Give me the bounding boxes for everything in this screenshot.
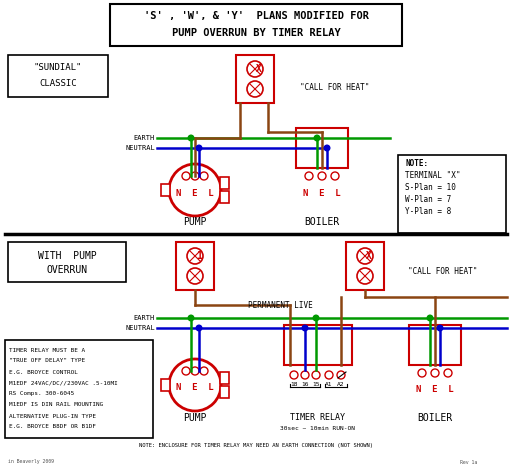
Circle shape [331,172,339,180]
Text: PERMANENT LIVE: PERMANENT LIVE [248,300,312,309]
Circle shape [188,135,194,141]
Text: 30sec ~ 10min RUN-ON: 30sec ~ 10min RUN-ON [281,426,355,432]
Text: NEUTRAL: NEUTRAL [125,325,155,331]
Circle shape [196,145,202,151]
Text: N  E  L: N E L [176,384,214,393]
Circle shape [444,369,452,377]
Circle shape [290,371,298,379]
Text: BOILER: BOILER [417,413,453,423]
Text: "CALL FOR HEAT": "CALL FOR HEAT" [408,268,477,277]
Bar [284,325,352,365]
Text: 1: 1 [196,251,202,261]
Text: X: X [366,251,372,261]
Bar [220,177,229,189]
Text: E.G. BROYCE B8DF OR B1DF: E.G. BROYCE B8DF OR B1DF [9,425,96,429]
Circle shape [314,135,320,141]
Bar [176,242,214,290]
Text: N  E  L: N E L [176,188,214,198]
Circle shape [169,164,221,216]
Circle shape [187,268,203,284]
Text: A2: A2 [337,383,345,387]
Circle shape [302,325,308,331]
Text: S-Plan = 10: S-Plan = 10 [405,182,456,191]
Bar [296,128,348,168]
Text: WITH  PUMP: WITH PUMP [37,251,96,261]
Text: X: X [256,64,262,74]
Bar [398,155,506,233]
Text: PUMP: PUMP [183,413,207,423]
Bar [236,55,274,103]
Text: 18: 18 [290,383,298,387]
Circle shape [437,325,443,331]
Text: "SUNDIAL": "SUNDIAL" [34,63,82,72]
Bar [409,325,461,365]
Circle shape [325,371,333,379]
Circle shape [191,367,199,375]
Text: EARTH: EARTH [134,315,155,321]
Text: "TRUE OFF DELAY" TYPE: "TRUE OFF DELAY" TYPE [9,358,85,364]
Circle shape [301,371,309,379]
Bar [220,386,229,398]
Text: in Beaverly 2009: in Beaverly 2009 [8,459,54,465]
Bar [110,4,402,46]
Circle shape [187,248,203,264]
Circle shape [200,172,208,180]
Circle shape [337,371,345,379]
Text: Rev 1a: Rev 1a [460,459,477,465]
Text: M1EDF 24VAC/DC//230VAC .5-10MI: M1EDF 24VAC/DC//230VAC .5-10MI [9,380,118,386]
Circle shape [357,248,373,264]
Text: "CALL FOR HEAT": "CALL FOR HEAT" [300,83,369,92]
Circle shape [247,61,263,77]
Bar [161,184,170,196]
Circle shape [431,369,439,377]
Circle shape [191,172,199,180]
Text: TERMINAL "X": TERMINAL "X" [405,170,460,179]
Bar [8,242,126,282]
Text: NOTE:: NOTE: [405,159,428,168]
Text: EARTH: EARTH [134,135,155,141]
Circle shape [169,359,221,411]
Circle shape [427,315,433,321]
Text: 16: 16 [301,383,309,387]
Text: 'S' , 'W', & 'Y'  PLANS MODIFIED FOR: 'S' , 'W', & 'Y' PLANS MODIFIED FOR [143,11,369,21]
Bar [5,340,153,438]
Text: A1: A1 [325,383,333,387]
Text: CLASSIC: CLASSIC [39,79,77,88]
Text: M1EDF IS DIN RAIL MOUNTING: M1EDF IS DIN RAIL MOUNTING [9,403,103,407]
Text: NOTE: ENCLOSURE FOR TIMER RELAY MAY NEED AN EARTH CONNECTION (NOT SHOWN): NOTE: ENCLOSURE FOR TIMER RELAY MAY NEED… [139,443,373,447]
Circle shape [313,315,319,321]
Text: E.G. BROYCE CONTROL: E.G. BROYCE CONTROL [9,369,78,375]
Text: PUMP OVERRUN BY TIMER RELAY: PUMP OVERRUN BY TIMER RELAY [172,28,340,38]
Bar [220,372,229,384]
Circle shape [418,369,426,377]
Bar [8,55,108,97]
Circle shape [318,172,326,180]
Text: OVERRUN: OVERRUN [47,265,88,275]
Circle shape [182,367,190,375]
Circle shape [200,367,208,375]
Circle shape [305,172,313,180]
Circle shape [357,268,373,284]
Bar [161,379,170,391]
Circle shape [312,371,320,379]
Text: NEUTRAL: NEUTRAL [125,145,155,151]
Text: Y-Plan = 8: Y-Plan = 8 [405,207,451,216]
Circle shape [182,172,190,180]
Text: W-Plan = 7: W-Plan = 7 [405,195,451,204]
Text: TIMER RELAY MUST BE A: TIMER RELAY MUST BE A [9,347,85,353]
Circle shape [188,315,194,321]
Bar [346,242,384,290]
Text: N  E  L: N E L [416,386,454,395]
Text: TIMER RELAY: TIMER RELAY [290,414,346,423]
Text: 15: 15 [312,383,320,387]
Circle shape [247,81,263,97]
Text: BOILER: BOILER [304,217,339,227]
Text: PUMP: PUMP [183,217,207,227]
Circle shape [324,145,330,151]
Bar [220,191,229,203]
Text: N  E  L: N E L [303,188,341,198]
Text: RS Comps. 300-6045: RS Comps. 300-6045 [9,391,74,397]
Text: ALTERNATIVE PLUG-IN TYPE: ALTERNATIVE PLUG-IN TYPE [9,414,96,418]
Circle shape [196,325,202,331]
